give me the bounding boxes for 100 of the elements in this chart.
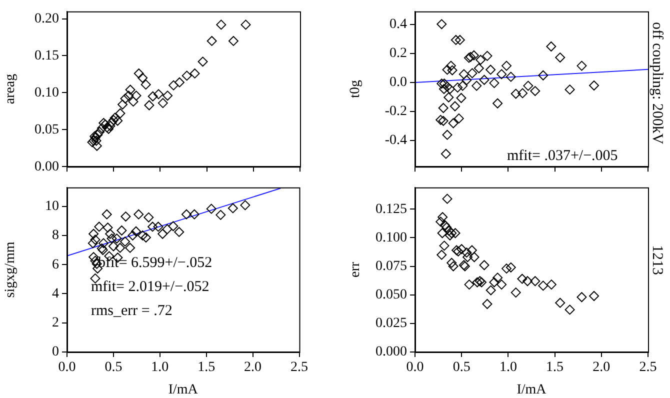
point [450, 228, 460, 238]
point [189, 209, 200, 220]
point [462, 248, 472, 258]
point [125, 242, 136, 253]
point [94, 126, 105, 137]
point [589, 80, 600, 91]
point [538, 70, 548, 80]
point [450, 34, 461, 45]
point [438, 103, 448, 113]
point [486, 285, 496, 296]
x-tick-label: 1.0 [499, 360, 517, 376]
point [530, 276, 540, 286]
y-tick-label: 0.125 [376, 202, 407, 217]
y-tick-label: 8 [52, 228, 59, 244]
y-axis-title: t0g [348, 80, 364, 98]
point [576, 292, 587, 302]
point [92, 140, 102, 151]
point [228, 36, 238, 46]
point [131, 226, 142, 236]
point [120, 236, 130, 247]
point [447, 65, 458, 76]
point [452, 82, 463, 93]
point [134, 68, 144, 78]
point [468, 50, 479, 60]
point [124, 90, 134, 101]
text: off coupling: 200kV [648, 22, 665, 144]
point [564, 84, 575, 95]
y-axis-title: err [348, 262, 364, 278]
x-tick-label: 0.0 [406, 360, 424, 376]
point [496, 280, 507, 290]
y-axis-title: sigxg/mm [3, 242, 18, 298]
point [120, 94, 130, 104]
point [240, 20, 251, 30]
y-tick-label: 0.0 [390, 75, 407, 90]
y-tick-label: 0.4 [390, 17, 407, 32]
point [492, 98, 503, 108]
x-axis-title: I/mA [168, 382, 199, 398]
x-tick-label: 1.0 [151, 360, 169, 376]
point [108, 241, 118, 252]
point [88, 228, 99, 239]
point [546, 42, 556, 52]
point [492, 272, 503, 283]
point [216, 20, 226, 30]
y-tick-label: 0.2 [390, 46, 407, 62]
point [450, 101, 460, 112]
point [458, 80, 468, 91]
point [131, 90, 142, 101]
point [454, 34, 465, 45]
point [228, 203, 238, 214]
point [88, 238, 98, 248]
point [138, 230, 148, 240]
x-tick-label: 0.5 [452, 360, 470, 376]
point [522, 276, 532, 286]
point [518, 88, 528, 98]
point [442, 130, 452, 140]
y-tick-label: 0.15 [34, 48, 59, 64]
point [474, 63, 484, 74]
point [112, 234, 122, 244]
point [128, 230, 138, 240]
point [140, 232, 151, 243]
point [442, 194, 452, 204]
point [436, 19, 447, 30]
point [216, 210, 226, 220]
point [162, 224, 172, 234]
point [444, 84, 455, 94]
point [436, 78, 447, 89]
y-tick-label: -0.2 [384, 104, 407, 120]
point [190, 68, 200, 78]
annotation: mfit= .037+/−.005 [507, 148, 618, 165]
point [148, 222, 158, 232]
point [115, 108, 126, 118]
point [456, 92, 466, 103]
point [438, 84, 449, 94]
point [446, 60, 456, 71]
point [439, 240, 450, 251]
point [181, 209, 192, 220]
point [198, 56, 208, 67]
y-tick-label: 0 [52, 344, 59, 360]
y-tick-label: 2 [52, 316, 59, 331]
text: 1213 [648, 245, 665, 275]
point [102, 209, 112, 220]
y-tick-label: 0.10 [34, 85, 59, 100]
point [168, 221, 178, 232]
point [446, 258, 457, 268]
x-axis-title: I/mA [516, 382, 548, 398]
point [576, 60, 587, 71]
point [118, 100, 128, 110]
y-tick-label: 10 [45, 199, 59, 214]
point [510, 288, 521, 298]
point [482, 50, 492, 61]
point [144, 212, 154, 222]
annotation: rms_err = .72 [91, 303, 172, 320]
x-tick-label: 2.0 [592, 360, 610, 376]
point [502, 264, 512, 274]
point [517, 274, 528, 284]
point [153, 222, 164, 232]
point [466, 245, 477, 256]
point [105, 120, 116, 131]
y-tick-label: 6 [52, 257, 59, 272]
point [442, 64, 452, 75]
